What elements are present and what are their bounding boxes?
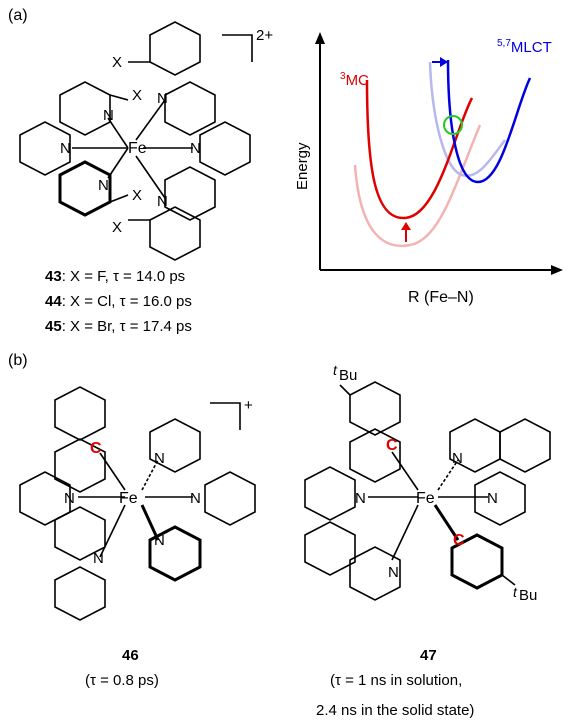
- x-axis-arrow: [551, 265, 563, 275]
- excitation-arrow-head: [401, 222, 411, 230]
- compound-44-entry: 44: X = Cl, τ = 16.0 ps: [45, 293, 192, 310]
- fe-atom-46: Fe: [119, 490, 138, 507]
- n-atom: N: [190, 140, 201, 157]
- compound-47-lifetime-line2: 2.4 ns in the solid state): [316, 702, 474, 719]
- tbu-group: Bu: [519, 587, 537, 604]
- compound-46-number: 46: [122, 647, 139, 664]
- compound-47-lifetime-line1: (τ = 1 ns in solution,: [330, 672, 462, 689]
- compound-45-entry: 45: X = Br, τ = 17.4 ps: [45, 318, 192, 335]
- crossing-point-circle: [443, 115, 463, 135]
- panel-b-label: (b): [8, 352, 28, 369]
- c-atom-46: C: [90, 440, 102, 457]
- panel-a-label: (a): [8, 7, 28, 24]
- fe-atom-47: Fe: [416, 490, 435, 507]
- n-atom: N: [154, 532, 165, 549]
- n-atom: N: [157, 90, 168, 107]
- mlct-state-label: 5,7MLCT: [497, 38, 552, 56]
- mlct-curve: [446, 59, 532, 184]
- x-atom: X: [132, 187, 142, 204]
- tbu-t: t: [333, 362, 338, 378]
- fe-atom-a: Fe: [128, 140, 147, 157]
- n-atom: N: [388, 564, 399, 581]
- x-atom: X: [112, 54, 122, 71]
- n-atom: N: [103, 107, 114, 124]
- mc-curve-faint: [353, 124, 482, 248]
- n-atom: N: [452, 450, 463, 467]
- n-atom: N: [157, 193, 168, 210]
- c-atom-47-top: C: [386, 437, 398, 454]
- n-atom: N: [64, 490, 75, 507]
- n-atom: N: [98, 177, 109, 194]
- complex-46-structure: [19, 386, 256, 621]
- compound-47-number: 47: [420, 647, 437, 664]
- charge-plus: +: [244, 397, 253, 414]
- n-atom: N: [190, 490, 201, 507]
- n-atom: N: [60, 140, 71, 157]
- complex-47-structure: [304, 381, 551, 601]
- n-atom: N: [487, 490, 498, 507]
- compound-legend: 43: X = F, τ = 14.0 ps 44: X = Cl, τ = 1…: [45, 268, 192, 335]
- compound-43-entry: 43: X = F, τ = 14.0 ps: [45, 268, 185, 285]
- distance-axis-label: R (Fe–N): [408, 289, 474, 306]
- charge-2plus: 2+: [256, 27, 273, 44]
- y-axis-arrow: [315, 32, 325, 44]
- compound-46-lifetime: (τ = 0.8 ps): [85, 672, 159, 689]
- mlct-curve-faint: [428, 61, 507, 178]
- n-atom: N: [154, 450, 165, 467]
- complex-43-45-structure: [19, 21, 253, 261]
- x-atom: X: [132, 87, 142, 104]
- x-atom: X: [112, 219, 122, 236]
- mlct-arrow-head: [440, 57, 448, 67]
- tbu-group: Bu: [339, 367, 357, 384]
- energy-diagram: Energy R (Fe–N) 3MC 5,7MLCT: [294, 32, 563, 306]
- energy-axis-label: Energy: [294, 142, 311, 190]
- tbu-t: t: [513, 584, 518, 600]
- n-atom: N: [355, 490, 366, 507]
- mc-state-label: 3MC: [340, 71, 369, 89]
- n-atom: N: [93, 550, 104, 567]
- c-atom-47-bottom: C: [453, 532, 465, 549]
